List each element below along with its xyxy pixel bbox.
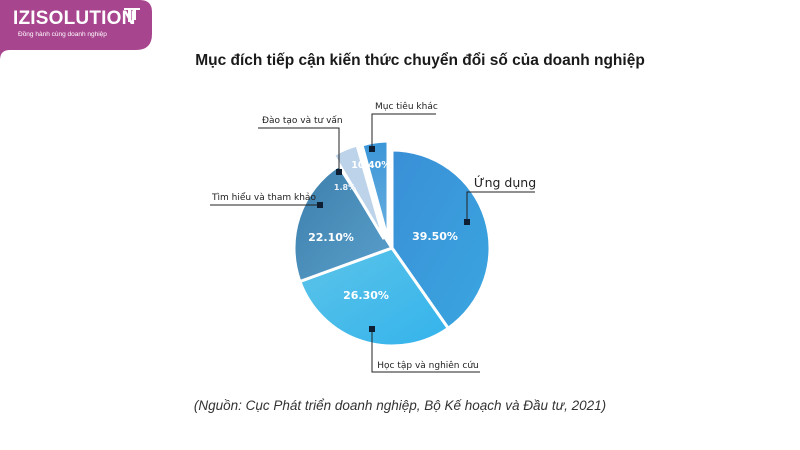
pct-dao-tao: 1.8%	[334, 183, 356, 192]
label-dao-tao: Đào tạo và tư vấn	[262, 115, 343, 126]
slice-dao-tao	[331, 143, 386, 240]
pct-hoc-tap: 26.30%	[343, 289, 389, 302]
logo-badge-shape	[0, 0, 152, 60]
slice-tim-hieu	[292, 163, 395, 284]
chart-title: Mục đích tiếp cận kiến thức chuyển đổi s…	[195, 52, 645, 69]
label-muc-tieu: Mục tiêu khác	[375, 101, 438, 112]
source-note: (Nguồn: Cục Phát triển doanh nghiệp, Bộ …	[193, 398, 607, 413]
label-hoc-tap: Học tập và nghiên cứu	[377, 360, 478, 371]
leader-lines	[210, 113, 535, 373]
brand-name: IZISOLUTION	[13, 8, 136, 29]
label-ung-dung: Ứng dụng	[474, 175, 536, 190]
slice-hoc-tap	[297, 246, 451, 348]
leader-markers	[317, 146, 470, 332]
slice-ung-dung	[390, 148, 492, 331]
logo-mark-icon	[124, 8, 140, 22]
pct-muc-tieu: 10.40%	[351, 160, 391, 171]
brand-logo: IZISOLUTION Đồng hành cùng doanh nghiệp	[0, 0, 152, 60]
pct-tim-hieu: 22.10%	[308, 231, 354, 244]
brand-tagline: Đồng hành cùng doanh nghiệp	[18, 31, 107, 38]
pct-ung-dung: 39.50%	[412, 230, 458, 243]
slice-muc-tieu	[360, 139, 390, 241]
label-tim-hieu: Tìm hiểu và tham khảo	[211, 192, 316, 203]
